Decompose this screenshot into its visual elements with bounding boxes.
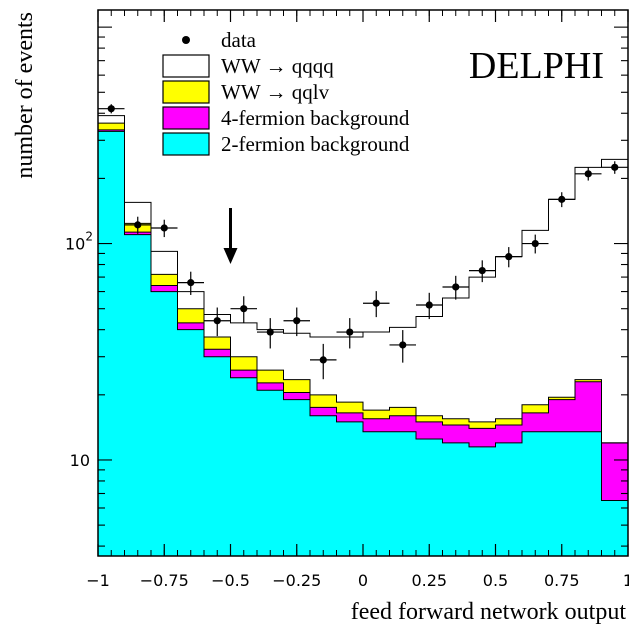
- x-tick-label-1: −0.75: [140, 571, 189, 590]
- data-point-1: [134, 221, 142, 229]
- data-point-4: [213, 317, 221, 325]
- bar-2-fermion-background-10: [363, 431, 390, 556]
- bar-2-fermion-background-6: [257, 390, 284, 556]
- data-point-18: [584, 170, 592, 178]
- legend-label-3: 4-fermion background: [221, 106, 410, 130]
- bar-2-fermion-background-3: [177, 329, 204, 556]
- bar-2-fermion-background-14: [469, 446, 496, 556]
- data-point-5: [240, 305, 248, 313]
- bar-2-fermion-background-4: [204, 356, 231, 556]
- data-point-9: [346, 328, 354, 336]
- bar-2-fermion-background-19: [601, 500, 628, 556]
- histogram-bars: [97, 115, 629, 557]
- data-point-13: [452, 283, 460, 291]
- legend-swatch-3: [162, 106, 210, 130]
- y-axis-label: number of events: [12, 12, 38, 179]
- outline-ww-qqlv: [97, 122, 629, 556]
- legend-marker-data: [182, 36, 190, 44]
- data-point-16: [531, 239, 539, 248]
- legend-label-2: WW → qqlv: [221, 80, 330, 104]
- data-point-3: [187, 279, 195, 287]
- legend-swatch-1: [162, 54, 210, 78]
- x-tick-label-2: −0.5: [211, 571, 250, 590]
- data-point-12: [425, 301, 433, 309]
- x-tick-label-0: −1: [86, 571, 110, 590]
- data-point-2: [160, 224, 168, 232]
- data-point-0: [107, 105, 115, 113]
- data-point-11: [399, 341, 407, 349]
- bar-2-fermion-background-16: [522, 431, 549, 556]
- legend-label-0: data: [221, 28, 257, 52]
- bar-2-fermion-background-17: [548, 431, 575, 556]
- data-point-17: [558, 195, 566, 203]
- bar-2-fermion-background-15: [495, 442, 522, 556]
- axis-ticks: −1 −0.75 −0.5 −0.25 0 0.25 0.5 0.75 1 10 102: [65, 10, 629, 590]
- arrow-head: [223, 248, 238, 264]
- x-tick-label-5: 0.25: [411, 571, 447, 590]
- data-point-15: [505, 253, 513, 261]
- bar-2-fermion-background-8: [310, 415, 337, 556]
- x-tick-label-7: 0.75: [544, 571, 580, 590]
- legend-label-4: 2-fermion background: [221, 132, 410, 156]
- data-point-7: [293, 317, 301, 325]
- data-point-10: [372, 299, 380, 307]
- x-tick-label-8: 1: [623, 571, 629, 590]
- data-point-19: [611, 163, 619, 171]
- x-tick-label-3: −0.25: [272, 571, 321, 590]
- x-axis-label: feed forward network output: [351, 599, 627, 625]
- y-tick-label-0: 10: [70, 451, 90, 470]
- bar-2-fermion-background-13: [442, 442, 469, 556]
- brand-label: DELPHI: [469, 45, 604, 87]
- y-tick-label-1: 102: [65, 230, 93, 254]
- data-points: [98, 104, 628, 380]
- x-tick-label-4: 0: [358, 571, 368, 590]
- bar-2-fermion-background-1: [124, 234, 151, 557]
- bar-2-fermion-background-0: [98, 131, 125, 557]
- data-point-8: [319, 356, 327, 364]
- bar-2-fermion-background-7: [283, 399, 310, 556]
- bar-2-fermion-background-9: [336, 421, 363, 556]
- legend-label-1: WW → qqqq: [221, 54, 334, 78]
- bar-2-fermion-background-2: [151, 291, 178, 556]
- bar-2-fermion-background-18: [575, 431, 602, 556]
- data-point-14: [478, 266, 486, 275]
- cut-arrow: [223, 208, 238, 264]
- outline-4-fermion-background: [97, 129, 629, 556]
- legend-swatch-4: [162, 132, 210, 156]
- legend-swatch-2: [162, 80, 210, 104]
- x-tick-label-6: 0.5: [483, 571, 508, 590]
- bar-2-fermion-background-12: [416, 439, 443, 556]
- data-point-6: [266, 328, 274, 336]
- bar-2-fermion-background-11: [389, 431, 416, 556]
- bar-2-fermion-background-5: [230, 377, 257, 556]
